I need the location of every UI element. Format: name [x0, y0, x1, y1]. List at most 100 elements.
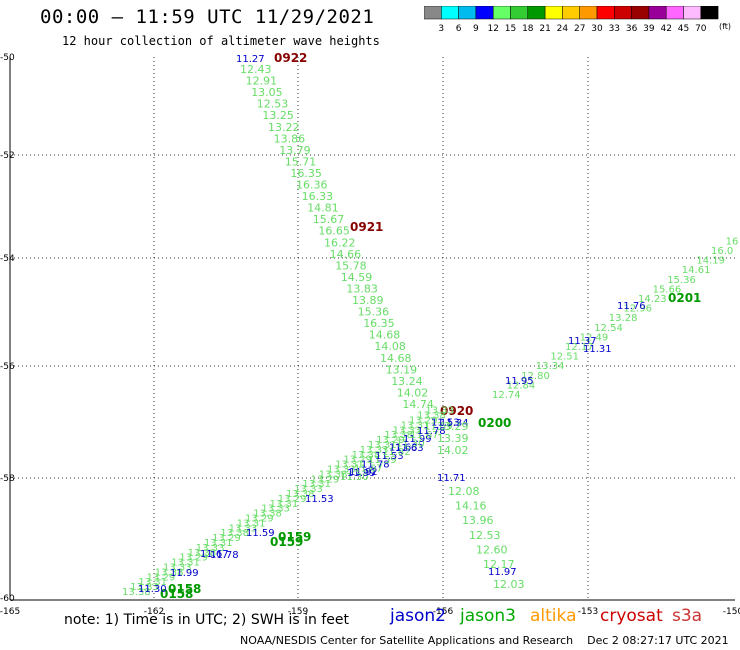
- scale-label: 24: [557, 24, 569, 34]
- wave-height-label: 11.82: [382, 447, 411, 458]
- x-tick-label: -165: [0, 607, 20, 617]
- wave-height-label: 12.54: [594, 323, 623, 334]
- wave-height-label: 12.17: [483, 558, 515, 571]
- y-tick-label: -50: [0, 53, 15, 63]
- wave-height-label: 11.30: [396, 438, 425, 449]
- scale-label: 39: [643, 24, 655, 34]
- map-subtitle: 12 hour collection of altimeter wave hei…: [62, 34, 380, 48]
- wave-height-label: 0920: [440, 404, 473, 418]
- wave-height-color-scale: 3 6 9 12 15 18 21 24 27 30 33 36 39 42 45 70: [424, 6, 719, 34]
- wave-height-label: 13.31: [204, 538, 233, 549]
- wave-height-label: 13.31: [171, 558, 200, 569]
- y-tick-label: -56: [0, 362, 15, 372]
- scale-label: 12: [487, 24, 498, 34]
- wave-height-label: 11.63: [389, 443, 418, 454]
- wave-height-label: 16.35: [290, 167, 322, 180]
- wave-height-label: 13.83: [346, 282, 378, 295]
- wave-height-label: 11.59: [368, 455, 397, 466]
- wave-height-label: 16.65: [318, 225, 350, 238]
- wave-height-label: 11.37: [568, 336, 597, 347]
- scale-label: 15: [505, 24, 516, 34]
- wave-height-label: 12.84: [507, 380, 536, 391]
- wave-height-label: 12.08: [448, 485, 480, 498]
- x-tick-label: -159: [288, 607, 309, 617]
- wave-height-label: 12.51: [550, 352, 579, 363]
- wave-height-label: 12.91: [246, 75, 278, 88]
- wave-height-label: 16.22: [324, 236, 356, 249]
- scale-label: 21: [539, 24, 550, 34]
- map-title: 00:00 – 11:59 UTC 11/29/2021: [40, 6, 375, 28]
- wave-height-label: 16.36: [296, 179, 328, 192]
- wave-height-label: 11.97: [488, 567, 517, 578]
- wave-height-label: 13.33: [327, 465, 356, 476]
- wave-height-label: 15.78: [335, 259, 367, 272]
- wave-height-label: 14.59: [341, 271, 373, 284]
- wave-height-label: 11.99: [170, 568, 199, 579]
- wave-height-label: 11.53: [431, 417, 460, 428]
- wave-height-label: 14.23: [638, 294, 667, 305]
- wave-height-label: 13.38: [384, 430, 413, 441]
- legend-altika: altika: [530, 606, 577, 626]
- wave-height-label: 0159: [278, 530, 311, 544]
- wave-height-label: 13.31: [368, 440, 397, 451]
- wave-height-label: 11.82: [349, 467, 378, 478]
- wave-height-label: 11.27: [236, 54, 265, 65]
- wave-height-label: 13.29: [179, 553, 208, 564]
- wave-height-label: 11.59: [424, 422, 453, 433]
- wave-height-label: 12.49: [580, 332, 609, 343]
- wave-height-label: 13.86: [274, 132, 306, 145]
- wave-height-label: 13.79: [279, 144, 311, 157]
- scale-label: 9: [473, 24, 479, 34]
- scale-label: 70: [695, 24, 707, 34]
- scale-label: 18: [522, 24, 534, 34]
- legend-jason3: jason3: [460, 606, 516, 626]
- scale-label: 33: [609, 24, 620, 34]
- wave-height-label: 13.38: [188, 548, 217, 559]
- scale-label: 36: [626, 24, 638, 34]
- x-tick-label: -156: [433, 607, 454, 617]
- wave-height-label: 13.33: [229, 523, 258, 534]
- wave-height-label: 11.63: [395, 443, 424, 454]
- credit-line: NOAA/NESDIS Center for Satellite Applica…: [240, 634, 729, 647]
- wave-height-label: 11.78: [361, 459, 390, 470]
- scale-label: 3: [438, 24, 444, 34]
- wave-height-label: 13.31: [270, 499, 299, 510]
- wave-height-label: 13.33: [360, 445, 389, 456]
- y-tick-label: -52: [0, 151, 15, 161]
- wave-height-label: 14.81: [307, 202, 339, 215]
- wave-height-label: 13.33: [130, 582, 159, 593]
- wave-height-label: 15.71: [285, 155, 317, 168]
- wave-height-label: 12.96: [623, 304, 652, 315]
- wave-height-label: 13.33: [294, 484, 323, 495]
- wave-height-label: 16.0: [711, 246, 733, 257]
- wave-height-label: 15.36: [358, 306, 390, 319]
- wave-height-label: 13.38: [155, 567, 184, 578]
- wave-height-label: 13.24: [391, 375, 423, 388]
- wave-height-label: 14.02: [397, 386, 429, 399]
- wave-height-label: 13.38: [122, 587, 151, 598]
- wave-height-label: 15.66: [653, 284, 682, 295]
- wave-height-label: 11.67: [354, 464, 383, 475]
- wave-height-label: 12.60: [476, 543, 508, 556]
- wave-height-label: 0158: [168, 582, 201, 596]
- scale-label: 27: [574, 24, 585, 34]
- wave-height-label: 13.29: [437, 420, 469, 433]
- wave-height-label: 16.35: [363, 317, 395, 330]
- wave-height-label: 13.38: [417, 411, 446, 422]
- wave-height-label: 13.33: [393, 425, 422, 436]
- wave-height-label: 0158: [160, 587, 193, 601]
- wave-height-label: 13.31: [237, 518, 266, 529]
- wave-height-label: 11.71: [437, 473, 466, 484]
- wave-height-label: 13.29: [409, 416, 438, 427]
- wave-height-label: 14.08: [374, 340, 406, 353]
- wave-height-label: 11.30: [138, 584, 167, 595]
- wave-height-label: 13.19: [386, 363, 418, 376]
- wave-height-label: 15.67: [313, 213, 345, 226]
- wave-height-label: 13.89: [352, 294, 384, 307]
- wave-height-label: 11.53: [375, 451, 404, 462]
- wave-height-label: 11.76: [617, 301, 646, 312]
- wave-height-label: 13.96: [462, 514, 494, 527]
- wave-height-label: 13.38: [253, 509, 282, 520]
